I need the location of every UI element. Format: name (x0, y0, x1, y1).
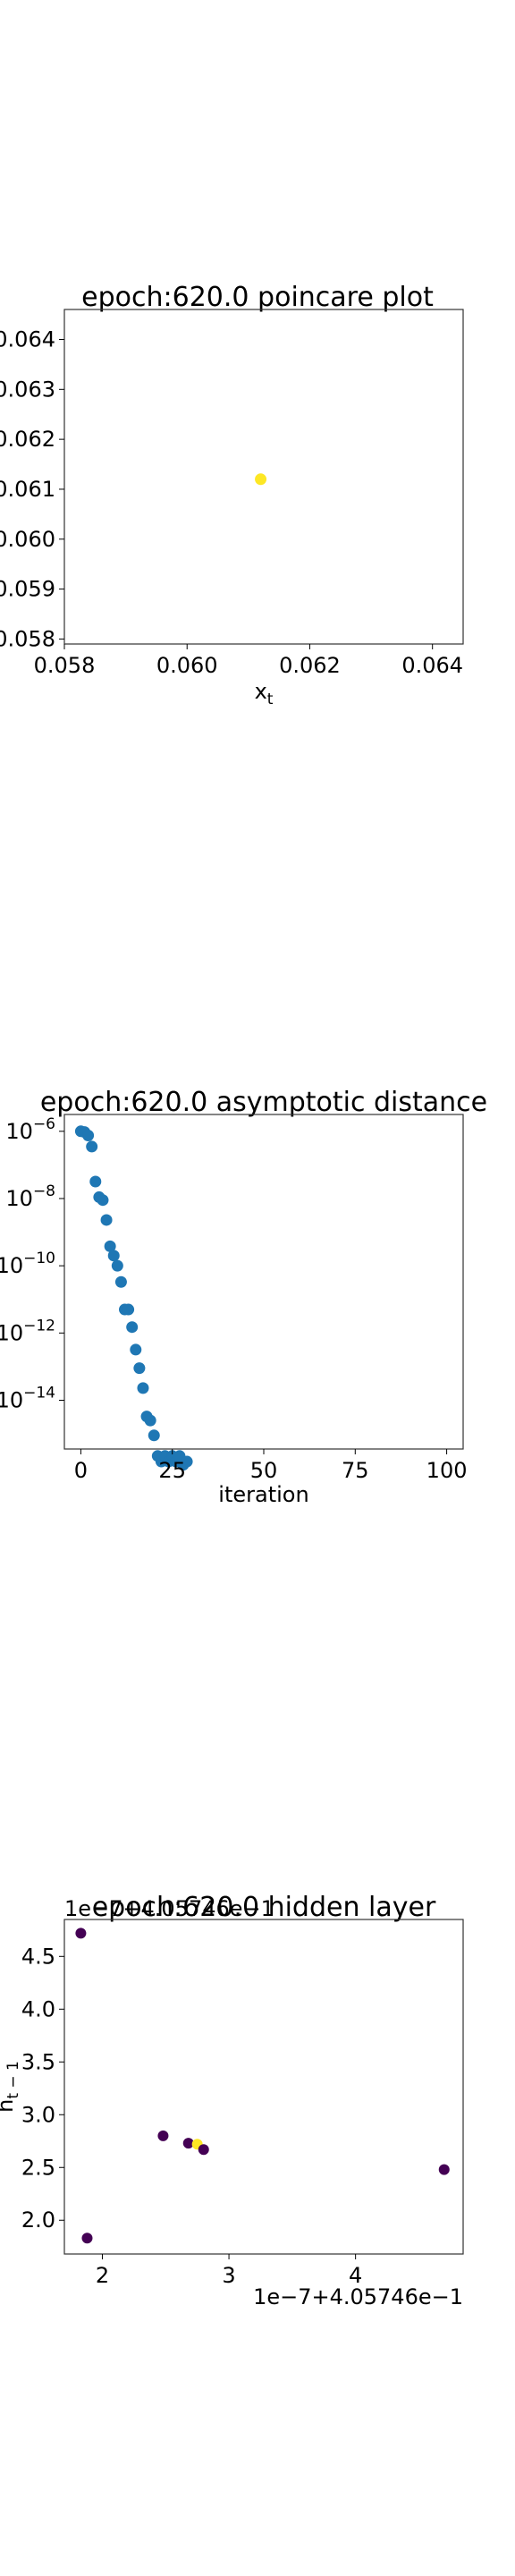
x-tick-label: 0.064 (401, 653, 463, 678)
plot-frame (63, 1919, 464, 2255)
data-point (130, 1343, 142, 1356)
data-point (137, 1382, 149, 1394)
x-tick-label: 0.060 (156, 653, 218, 678)
data-point (107, 1250, 120, 1262)
chart-title: epoch:620.0 poincare plot (81, 282, 434, 313)
chart-title: epoch:620.0 hidden layer (92, 1892, 436, 1923)
x-tick-label: 0.062 (279, 653, 341, 678)
x-axis-label: iteration (218, 1482, 308, 1507)
y-tick-label: 4.0 (21, 1996, 55, 2021)
y-tick-label: 3.0 (21, 2102, 55, 2127)
data-point (182, 2138, 194, 2149)
data-point (126, 1321, 139, 1334)
y-tick-label: 0.060 (0, 527, 55, 552)
data-point (157, 2130, 169, 2141)
y-tick-label: 2.5 (21, 2155, 55, 2180)
x-tick-label: 4 (349, 2263, 362, 2288)
data-point (75, 1928, 87, 1939)
x-tick-label: 100 (426, 1458, 468, 1483)
data-point (255, 473, 267, 486)
y-tick-label: 4.5 (21, 1944, 55, 1969)
x-axis-label: xt (255, 679, 274, 708)
asymptotic-distance-chart: epoch:620.0 asymptotic distance 0 25 50 75 1… (0, 1087, 487, 1507)
x-tick-label: 0 (74, 1458, 88, 1483)
y-tick-label: 10−8 (5, 1182, 55, 1211)
y-tick-label: 0.063 (0, 377, 55, 402)
y-tick-label: 10−14 (0, 1384, 55, 1412)
x-tick-label: 25 (158, 1458, 186, 1483)
y-tick-label: 10−10 (0, 1250, 55, 1278)
data-point (81, 2233, 93, 2244)
data-point (111, 1259, 123, 1272)
data-point (181, 1455, 193, 1468)
data-point (97, 1194, 109, 1207)
y-tick-label: 3.5 (21, 2049, 55, 2074)
data-point (198, 2144, 209, 2156)
x-tick-label: 75 (342, 1458, 369, 1483)
x-axis-offset-text: 1e−7+4.05746e−1 (253, 2284, 463, 2309)
chart-title: epoch:620.0 asymptotic distance (40, 1087, 487, 1118)
data-point (122, 1303, 135, 1316)
y-tick-label: 0.058 (0, 626, 55, 651)
x-tick-label: 3 (222, 2263, 235, 2288)
y-tick-label: 0.059 (0, 577, 55, 602)
data-point (114, 1275, 127, 1288)
y-axis-offset-text: 1e−7+4.05746e−1 (64, 1896, 274, 1921)
data-point (104, 1240, 116, 1252)
y-tick-label: 10−12 (0, 1317, 55, 1345)
data-point (148, 1429, 160, 1442)
x-tick-label: 50 (250, 1458, 278, 1483)
data-point (89, 1175, 102, 1188)
data-point (144, 1414, 156, 1427)
x-tick-label: 2 (96, 2263, 109, 2288)
y-tick-label: 0.064 (0, 326, 55, 352)
plot-frame (63, 309, 464, 645)
data-point (82, 1129, 95, 1141)
hidden-layer-chart: epoch:620.0 hidden layer 1e−7+4.05746e−1… (0, 1892, 464, 2309)
data-point (438, 2164, 450, 2175)
x-tick-label: 0.058 (34, 653, 96, 678)
y-tick-label: 0.062 (0, 427, 55, 452)
data-point (133, 1362, 146, 1375)
data-point (100, 1214, 113, 1226)
y-axis-label: ht − 1 (0, 2061, 22, 2113)
poincare-plot-chart: epoch:620.0 poincare plot 0.058 0.060 0.06… (0, 282, 464, 708)
y-tick-label: 2.0 (21, 2207, 55, 2233)
y-tick-label: 10−6 (5, 1115, 55, 1144)
y-tick-label: 0.061 (0, 477, 55, 502)
data-point (86, 1140, 98, 1153)
